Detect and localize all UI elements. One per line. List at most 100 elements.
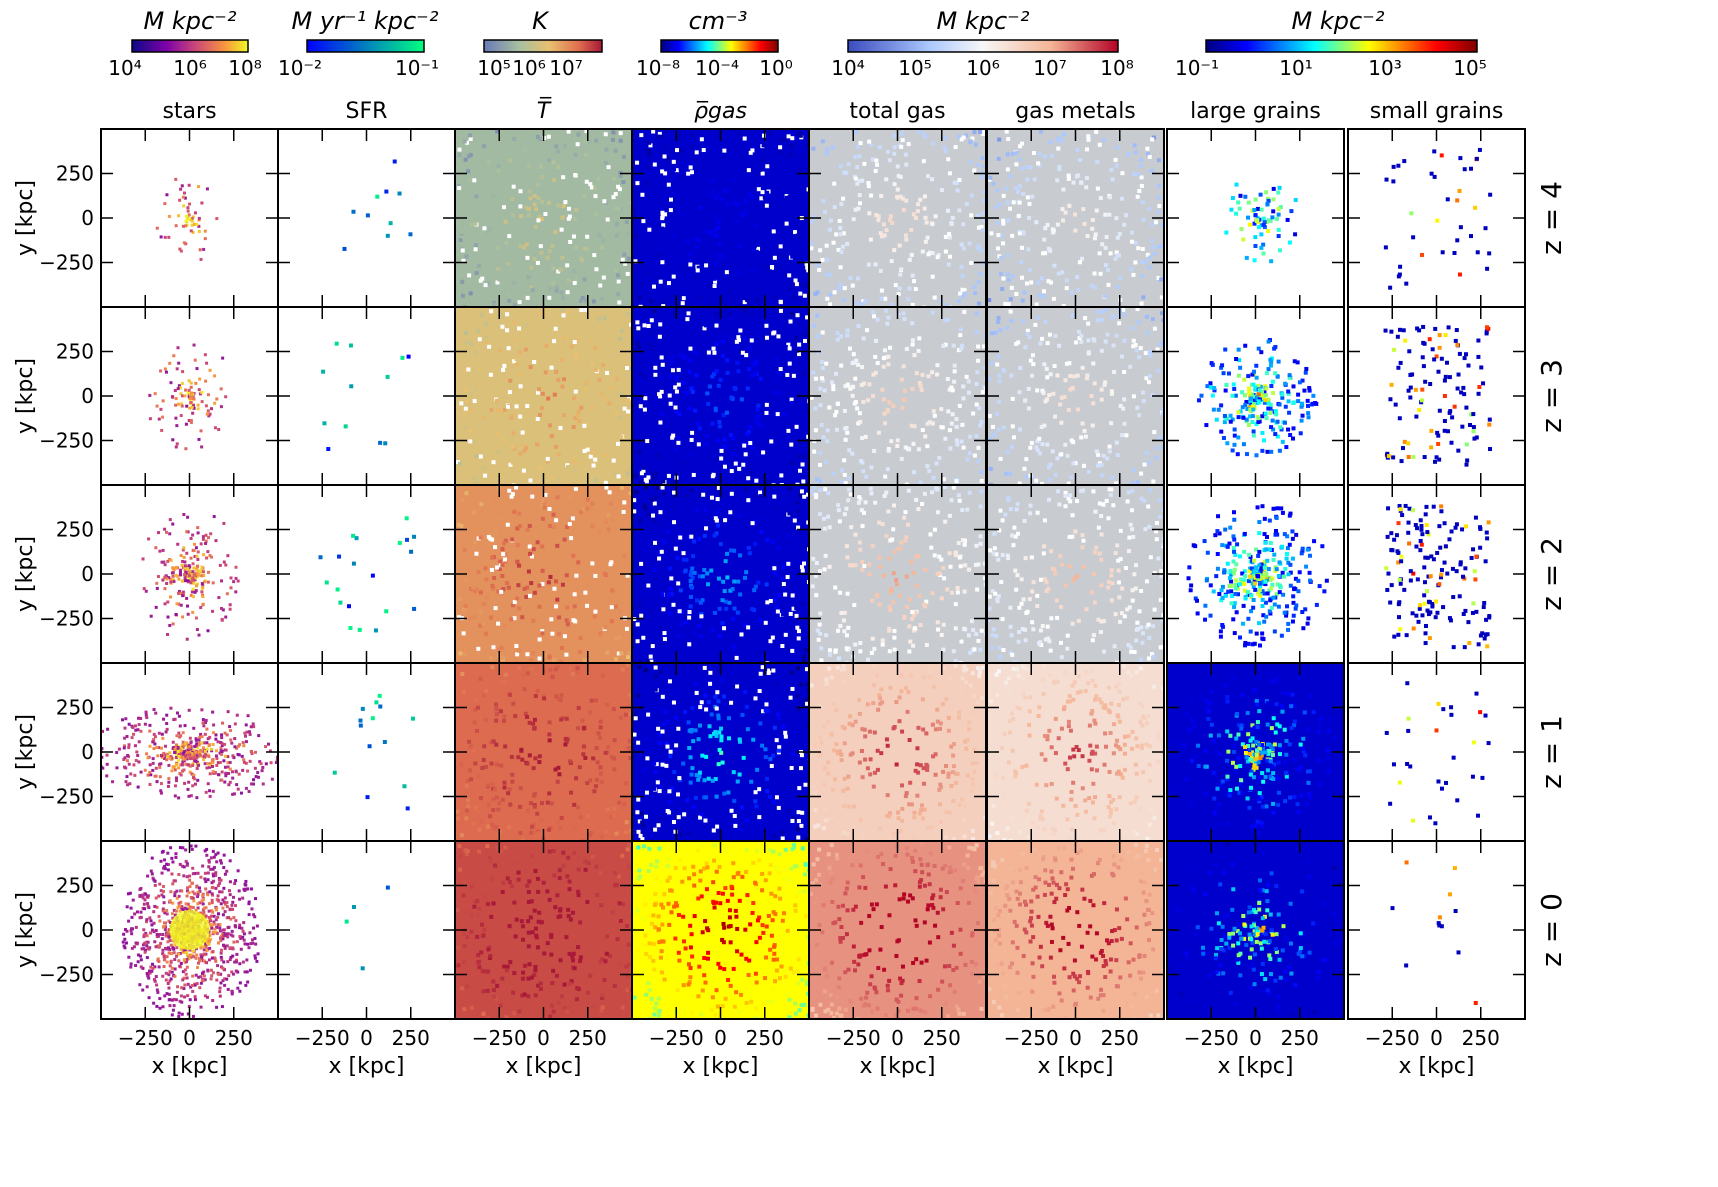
gas-pixel: [946, 409, 951, 414]
gas-pixel: [892, 503, 897, 508]
gas-pixel: [935, 620, 940, 625]
stars-pixel: [197, 224, 201, 228]
grains-pixel: [1243, 194, 1248, 199]
density-pixel: [789, 397, 794, 402]
small-grains-pixel: [1389, 382, 1394, 387]
density-pixel: [723, 559, 728, 564]
temperature-pixel: [553, 579, 558, 584]
temperature-pixel: [611, 458, 616, 463]
stars-pixel: [234, 590, 238, 594]
gas-pixel: [949, 220, 954, 225]
temperature-pixel: [629, 368, 632, 373]
grains-pixel: [1220, 622, 1225, 627]
stars-pixel: [206, 550, 210, 554]
gas-pixel: [851, 352, 856, 357]
temperature-pixel: [572, 460, 577, 465]
temperature-pixel: [474, 194, 479, 199]
gas-pixel: [1113, 612, 1118, 617]
gas-pixel: [1098, 271, 1103, 276]
grains-pixel: [1242, 377, 1247, 382]
density-pixel: [661, 192, 666, 197]
density-pixel: [794, 282, 799, 287]
grains-pixel: [1300, 413, 1305, 418]
temperature-pixel: [471, 161, 476, 166]
temperature-pixel: [537, 637, 542, 642]
stars-pixel: [153, 392, 157, 396]
gas-pixel: [880, 642, 885, 647]
temperature-pixel: [546, 201, 551, 206]
temperature-pixel: [552, 586, 557, 591]
gas-pixel: [859, 301, 864, 306]
density-pixel: [651, 284, 656, 289]
gas-pixel: [1050, 227, 1055, 232]
gas-pixel: [1055, 373, 1060, 378]
temperature-pixel: [540, 631, 545, 636]
stars-pixel: [214, 539, 218, 543]
temperature-pixel: [545, 255, 550, 260]
grains-pixel: [1246, 590, 1251, 595]
gas-pixel: [1046, 279, 1051, 284]
gas-pixel: [1096, 318, 1101, 323]
stars-pixel: [201, 535, 205, 539]
small-grains-pixel: [1487, 251, 1492, 256]
density-pixel: [709, 495, 714, 500]
grains-pixel: [1228, 525, 1233, 530]
gas-pixel: [1120, 171, 1125, 176]
small-grains-pixel: [1487, 417, 1492, 422]
density-pixel: [759, 529, 764, 534]
gas-pixel: [961, 538, 966, 543]
temperature-pixel: [512, 446, 517, 451]
grains-pixel: [1307, 388, 1312, 393]
gas-pixel: [1126, 643, 1131, 648]
grains-pixel: [1242, 578, 1247, 583]
density-pixel: [801, 479, 806, 484]
stars-pixel: [204, 404, 208, 408]
gas-pixel: [1129, 508, 1134, 513]
small-grains-pixel: [1456, 372, 1461, 377]
stars-pixel: [234, 565, 238, 569]
grains-pixel: [1258, 585, 1263, 590]
gas-pixel: [941, 622, 946, 627]
density-pixel: [688, 346, 693, 351]
gas-pixel: [902, 515, 907, 520]
gas-pixel: [976, 638, 981, 643]
stars-pixel: [190, 578, 194, 582]
gas-pixel: [861, 510, 866, 515]
density-pixel: [725, 575, 730, 580]
gas-pixel: [1055, 456, 1060, 461]
gas-pixel: [1070, 313, 1075, 318]
gas-pixel: [1043, 226, 1048, 231]
gas-pixel: [1120, 196, 1125, 201]
temperature-pixel: [524, 242, 529, 247]
sfr-pixel: [375, 194, 380, 199]
sfr-pixel: [324, 580, 329, 585]
temperature-pixel: [500, 324, 505, 329]
gas-pixel: [1016, 639, 1021, 644]
temperature-pixel: [559, 290, 564, 295]
temperature-pixel: [613, 244, 618, 249]
temperature-pixel: [563, 200, 568, 205]
gas-pixel: [1046, 586, 1051, 591]
gas-pixel: [1082, 221, 1087, 226]
stars-pixel: [200, 400, 204, 404]
grains-pixel: [1305, 547, 1310, 552]
grains-pixel: [1238, 409, 1243, 414]
grains-pixel: [1195, 598, 1200, 603]
density-pixel: [711, 346, 716, 351]
gas-pixel: [1154, 529, 1159, 534]
density-pixel: [798, 386, 803, 391]
grains-pixel: [1253, 243, 1258, 248]
density-pixel: [806, 434, 809, 439]
grains-pixel: [1220, 363, 1225, 368]
density-pixel: [723, 518, 728, 523]
temperature-pixel: [469, 341, 474, 346]
gas-pixel: [1030, 194, 1035, 199]
temperature-pixel: [577, 419, 582, 424]
temperature-pixel: [553, 326, 558, 331]
temperature-pixel: [498, 516, 503, 521]
gas-pixel: [988, 175, 993, 180]
density-pixel: [678, 353, 683, 358]
gas-pixel: [1133, 343, 1138, 348]
stars-pixel: [171, 622, 175, 626]
gas-pixel: [885, 321, 890, 326]
